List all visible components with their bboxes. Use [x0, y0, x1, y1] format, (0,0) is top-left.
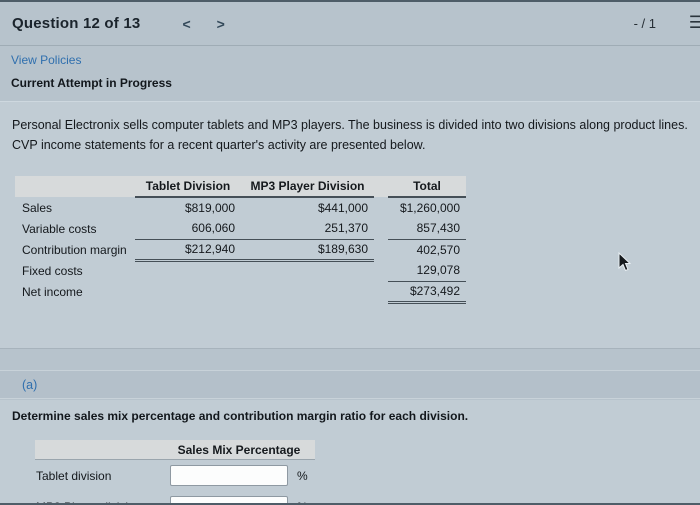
- window-bottom-edge: [0, 503, 700, 505]
- cvp-income-table: Tablet Division MP3 Player Division Tota…: [15, 176, 466, 304]
- cvp-header-blank: [15, 176, 135, 197]
- row-label: Net income: [22, 284, 83, 299]
- prev-question-button[interactable]: <: [176, 14, 196, 34]
- cvp-header-gap: [374, 176, 388, 197]
- table-cell: $1,260,000: [399, 201, 460, 215]
- sales-mix-table: Sales Mix Percentage Tablet division % M…: [35, 440, 315, 505]
- table-cell: [241, 281, 374, 302]
- problem-section: Personal Electronix sells computer table…: [0, 101, 700, 349]
- table-cell: $819,000: [184, 201, 235, 215]
- table-cell: [241, 260, 374, 281]
- sales-mix-header-row: Sales Mix Percentage: [35, 440, 315, 460]
- view-policies-link[interactable]: View Policies: [11, 53, 82, 67]
- table-cell: $441,000: [317, 201, 368, 215]
- sales-mix-row-mp3: MP3 Player division %: [35, 491, 315, 505]
- part-a-label: (a): [22, 377, 38, 392]
- table-cell: 251,370: [241, 218, 374, 240]
- cvp-header-total: Total: [388, 176, 466, 198]
- attempt-status-text: Current Attempt in Progress: [11, 76, 172, 90]
- tablet-sales-mix-input[interactable]: [170, 465, 288, 486]
- table-cell: 402,570: [416, 242, 460, 257]
- row-label: MP3 Player division: [35, 500, 170, 505]
- row-label: Contribution margin: [22, 242, 127, 257]
- question-list-icon[interactable]: ☰: [689, 13, 700, 33]
- next-question-button[interactable]: >: [211, 14, 231, 34]
- mp3-sales-mix-input[interactable]: [170, 496, 288, 505]
- answer-section: Determine sales mix percentage and contr…: [0, 400, 700, 505]
- table-row-fixed-costs: Fixed costs 129,078: [15, 260, 466, 282]
- problem-statement: Personal Electronix sells computer table…: [12, 118, 688, 152]
- sales-mix-header-label: Sales Mix Percentage: [177, 442, 301, 457]
- row-label: Tablet division: [36, 468, 112, 483]
- cvp-header-mp3: MP3 Player Division: [241, 176, 374, 198]
- mouse-cursor: [618, 252, 631, 272]
- percent-sign: %: [297, 468, 308, 483]
- table-cell: $189,630: [241, 239, 374, 262]
- row-label: Sales: [22, 200, 53, 215]
- percent-sign: %: [297, 500, 308, 505]
- table-cell: $212,940: [135, 239, 241, 262]
- table-row-sales: Sales $819,000 $441,000 $1,260,000: [15, 197, 466, 218]
- table-cell: [135, 281, 241, 302]
- table-row-variable-costs: Variable costs 606,060 251,370 857,430: [15, 218, 466, 240]
- row-label: Variable costs: [22, 221, 97, 236]
- table-cell: 129,078: [388, 260, 466, 282]
- table-cell: 857,430: [388, 218, 466, 240]
- question-counter: Question 12 of 13: [12, 15, 141, 32]
- table-row-net-income: Net income $273,492: [15, 281, 466, 304]
- cvp-header-tablet: Tablet Division: [135, 176, 241, 198]
- table-cell: 606,060: [135, 218, 241, 240]
- table-row-contribution-margin: Contribution margin $212,940 $189,630 40…: [15, 239, 466, 262]
- row-label: Fixed costs: [22, 263, 83, 278]
- sales-mix-row-tablet: Tablet division %: [35, 460, 315, 491]
- table-cell: $273,492: [388, 281, 466, 304]
- score-indicator: - / 1: [633, 16, 656, 31]
- part-a-band: (a): [0, 370, 700, 399]
- cvp-header-row: Tablet Division MP3 Player Division Tota…: [15, 176, 466, 198]
- question-header-bar: Question 12 of 13 < > - / 1 ☰: [0, 2, 700, 46]
- part-a-instruction: Determine sales mix percentage and contr…: [12, 409, 469, 423]
- table-cell: [135, 260, 241, 281]
